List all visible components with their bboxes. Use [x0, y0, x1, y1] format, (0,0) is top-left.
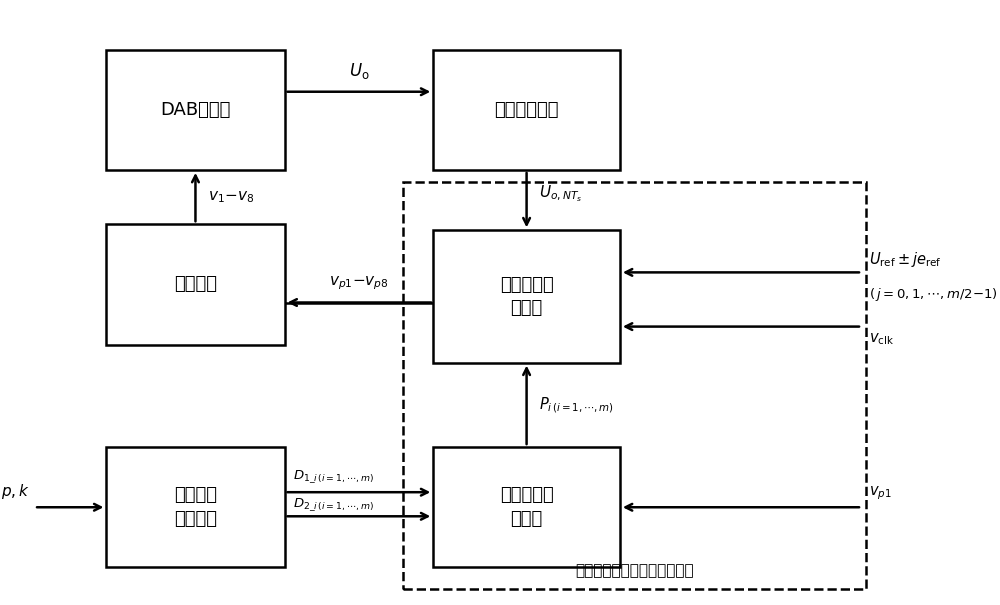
- Text: $D_{1\_i\,(i=1,\cdots,m)}$: $D_{1\_i\,(i=1,\cdots,m)}$: [293, 468, 374, 485]
- Text: 离散移相控制脉冲组产生环节: 离散移相控制脉冲组产生环节: [576, 563, 694, 578]
- Bar: [433, 231, 620, 363]
- Text: $U_{\rm o}$: $U_{\rm o}$: [349, 61, 369, 81]
- Text: 电压采样电路: 电压采样电路: [494, 101, 559, 119]
- Text: $U_{o,NT_s}$: $U_{o,NT_s}$: [539, 184, 583, 204]
- Text: $v_{p1}$$-$$v_{p8}$: $v_{p1}$$-$$v_{p8}$: [329, 274, 389, 292]
- Text: 控制脉冲组
选择器: 控制脉冲组 选择器: [500, 276, 553, 317]
- Text: 驱动电路: 驱动电路: [174, 275, 217, 293]
- Bar: [433, 447, 620, 567]
- Text: $v_{p1}$: $v_{p1}$: [869, 485, 891, 502]
- Text: 回流功率
优化环节: 回流功率 优化环节: [174, 486, 217, 528]
- Text: $(\,j{=}0,1,\cdots,m/2{-}1)$: $(\,j{=}0,1,\cdots,m/2{-}1)$: [869, 286, 997, 302]
- Bar: [433, 50, 620, 170]
- Bar: [403, 182, 866, 589]
- Bar: [106, 447, 285, 567]
- Text: $D_{2\_i\,(i=1,\cdots,m)}$: $D_{2\_i\,(i=1,\cdots,m)}$: [293, 497, 374, 513]
- Bar: [106, 224, 285, 345]
- Text: DAB变换器: DAB变换器: [160, 101, 231, 119]
- Text: $v_1$$-$$v_8$: $v_1$$-$$v_8$: [208, 189, 254, 205]
- Bar: [106, 50, 285, 170]
- Text: $P_{i\,(i=1,\cdots,m)}$: $P_{i\,(i=1,\cdots,m)}$: [539, 395, 614, 414]
- Text: $v_{\rm clk}$: $v_{\rm clk}$: [869, 332, 894, 347]
- Text: 控制脉冲组
产生器: 控制脉冲组 产生器: [500, 486, 553, 528]
- Text: $U_{\rm ref}\pm je_{\rm ref}$: $U_{\rm ref}\pm je_{\rm ref}$: [869, 250, 941, 269]
- Text: $p, k$: $p, k$: [1, 482, 30, 501]
